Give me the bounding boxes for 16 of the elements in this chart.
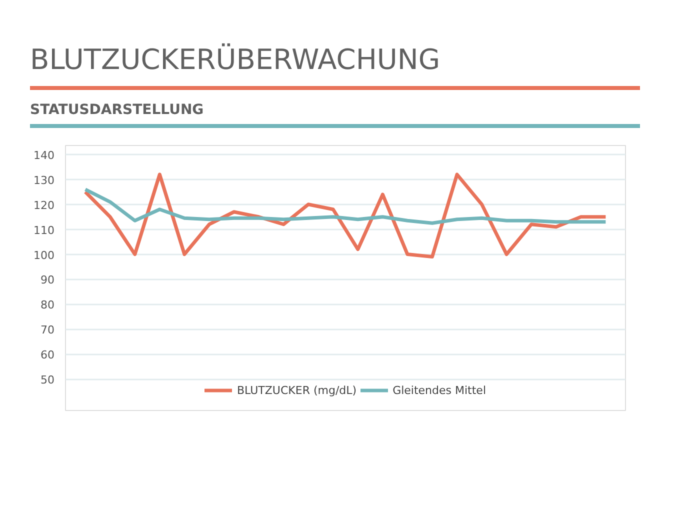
y-tick-label: 110 (34, 224, 55, 237)
y-tick-label: 80 (40, 298, 55, 312)
line-series (84, 172, 608, 259)
chart-subtitle: STATUSDARSTELLUNG (30, 101, 204, 120)
y-tick-label: 60 (40, 348, 55, 362)
legend-label: Gleitendes Mittel (392, 384, 486, 396)
y-tick-label: 120 (34, 198, 55, 212)
y-tick-label: 90 (40, 274, 55, 287)
line-series (84, 188, 608, 225)
y-tick-label: 130 (34, 174, 55, 187)
y-tick-label: 140 (34, 148, 55, 162)
legend-label: BLUTZUCKER (mg/dL) (236, 384, 357, 396)
y-tick-label: 70 (40, 324, 55, 337)
y-tick-label: 100 (34, 248, 55, 262)
chart-title: BLUTZUCKERÜBERWACHUNG (30, 42, 440, 78)
y-tick-label: 50 (40, 374, 55, 387)
